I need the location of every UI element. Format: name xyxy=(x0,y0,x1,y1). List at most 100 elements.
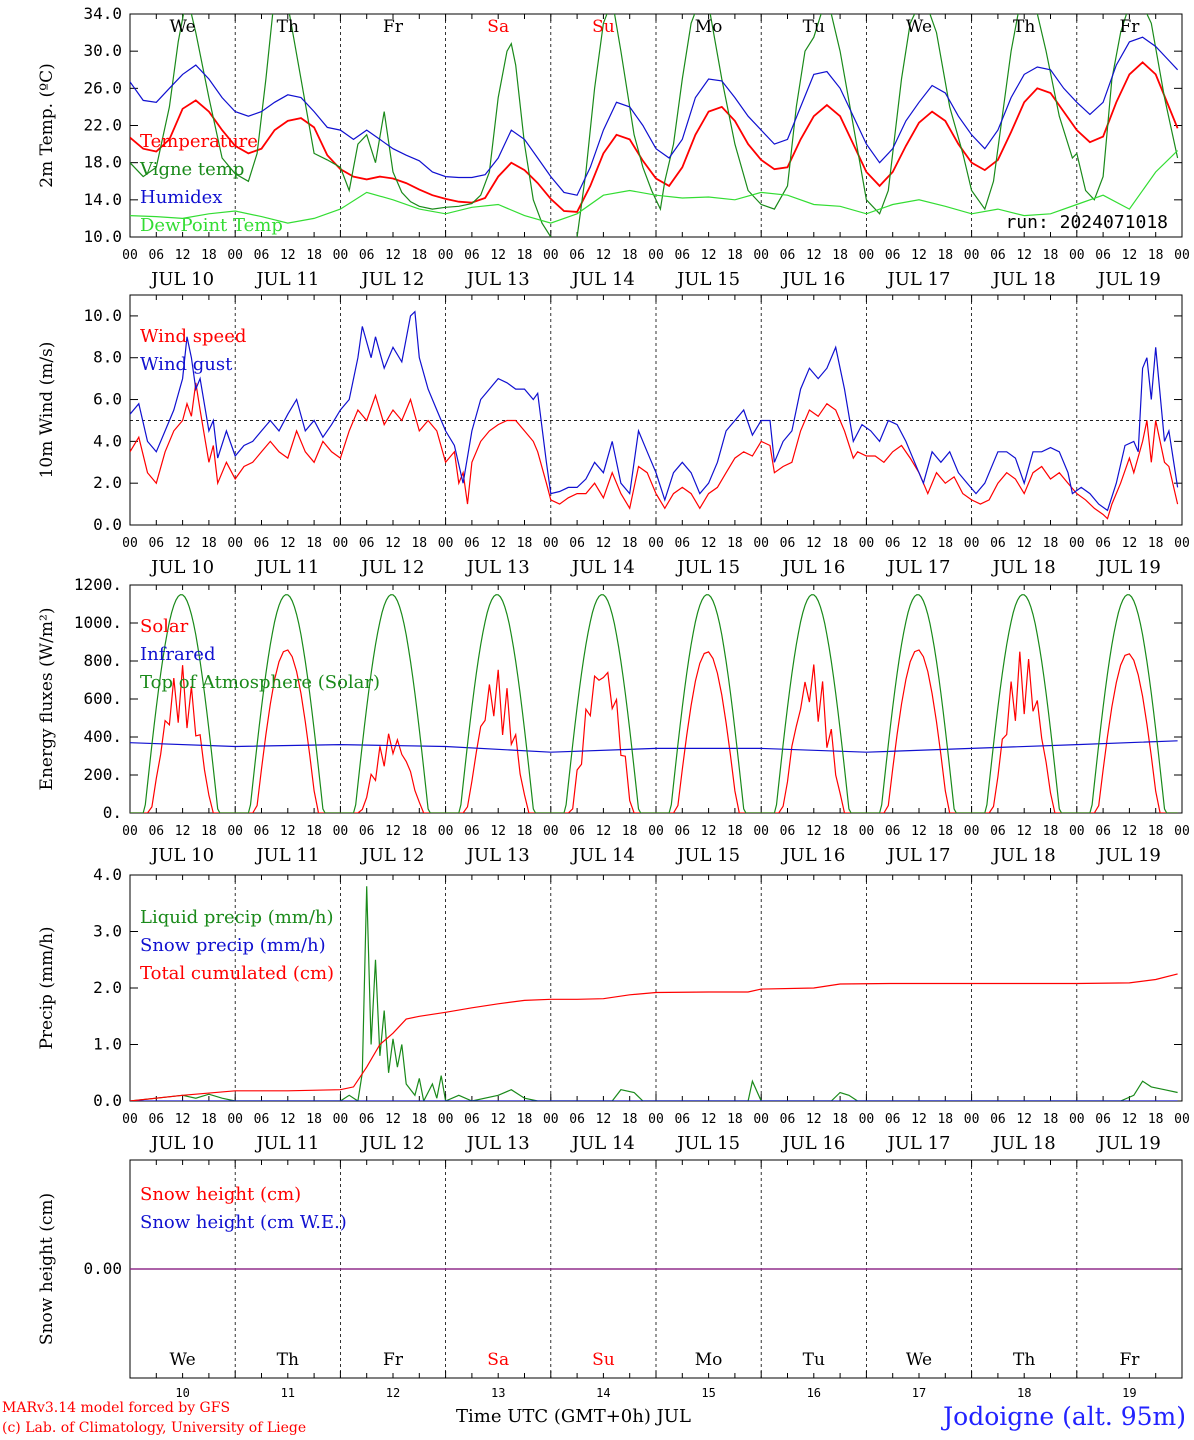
legend-entry: Snow precip (mm/h) xyxy=(140,935,326,956)
hour-tick-label: 00 xyxy=(964,824,980,839)
hour-tick-label: 18 xyxy=(832,248,848,263)
hour-tick-label: 06 xyxy=(569,1112,585,1127)
date-label: JUL 15 xyxy=(675,269,740,290)
hour-tick-label: 12 xyxy=(175,536,191,551)
hour-tick-label: 00 xyxy=(753,824,769,839)
hour-tick-label: 00 xyxy=(122,536,138,551)
hour-tick-label: 12 xyxy=(806,1112,822,1127)
hour-tick-label: 00 xyxy=(1069,536,1085,551)
hour-tick-label: 18 xyxy=(622,536,638,551)
hour-tick-label: 12 xyxy=(175,248,191,263)
hour-tick-label: 06 xyxy=(464,248,480,263)
hour-tick-label: 06 xyxy=(254,248,270,263)
hour-tick-label: 06 xyxy=(569,248,585,263)
day-name-label: We xyxy=(170,1350,196,1370)
hour-tick-label: 12 xyxy=(385,1112,401,1127)
hour-tick-label: 00 xyxy=(122,824,138,839)
day-name-label: Tu xyxy=(803,1350,825,1370)
hour-tick-label: 12 xyxy=(280,1112,296,1127)
panel-1: 10.0 14.0 18.0 22.0 26.0 30.0 34.0 2m Temp. (ºC… xyxy=(37,4,1190,290)
hour-tick-label: 12 xyxy=(385,824,401,839)
day-name-label: Th xyxy=(1013,1350,1035,1370)
hour-tick-label: 00 xyxy=(753,536,769,551)
legend-entry: Top of Atmosphere (Solar) xyxy=(140,672,380,693)
hour-tick-label: 06 xyxy=(569,824,585,839)
hour-tick-label: 18 xyxy=(411,536,427,551)
hour-tick-label: 18 xyxy=(201,1112,217,1127)
day-name-label: Sa xyxy=(487,17,509,37)
hour-tick-label: 12 xyxy=(806,536,822,551)
hour-tick-label: 12 xyxy=(701,1112,717,1127)
hour-tick-label: 18 xyxy=(306,536,322,551)
hour-tick-label: 18 xyxy=(727,824,743,839)
hour-tick-label: 18 xyxy=(832,536,848,551)
date-label: JUL 16 xyxy=(780,269,845,290)
series-line-solar xyxy=(130,649,1178,813)
hour-tick-label: 12 xyxy=(1122,1112,1138,1127)
date-label: JUL 16 xyxy=(780,1133,845,1154)
y-tick-label: 600. xyxy=(83,689,122,708)
y-axis-title: Precip (mm/h) xyxy=(37,926,57,1049)
hour-tick-label: 06 xyxy=(359,1112,375,1127)
series-line-infrared xyxy=(130,740,1178,753)
hour-tick-label: 00 xyxy=(438,248,454,263)
hour-tick-label: 00 xyxy=(859,1112,875,1127)
legend-entry: Solar xyxy=(140,616,189,637)
hour-tick-label: 18 xyxy=(1043,536,1059,551)
series-group xyxy=(130,886,1178,1101)
y-axis-title: 10m Wind (m/s) xyxy=(37,342,57,479)
y-tick-label: 0.0 xyxy=(93,515,122,534)
hour-tick-label: 18 xyxy=(306,1112,322,1127)
hour-tick-label: 12 xyxy=(911,536,927,551)
hour-tick-label: 06 xyxy=(780,824,796,839)
hour-tick-label: 00 xyxy=(543,248,559,263)
hour-tick-label: 12 xyxy=(280,248,296,263)
y-tick-label: 4.0 xyxy=(93,865,122,884)
date-label: JUL 13 xyxy=(465,557,530,578)
date-label: JUL 19 xyxy=(1096,845,1161,866)
hour-tick-label: 06 xyxy=(885,824,901,839)
hour-tick-label: 18 xyxy=(832,824,848,839)
legend-entry: Vigne temp xyxy=(139,159,244,180)
hour-tick-label: 00 xyxy=(753,1112,769,1127)
date-label: JUL 13 xyxy=(465,845,530,866)
day-name-label: Fr xyxy=(383,1350,404,1370)
y-tick-label: 0.0 xyxy=(93,1091,122,1110)
hour-tick-label: 06 xyxy=(990,248,1006,263)
series-line-humidex xyxy=(130,36,1179,196)
day-number-label: 11 xyxy=(281,1386,295,1400)
hour-tick-label: 12 xyxy=(280,824,296,839)
hour-tick-label: 12 xyxy=(701,824,717,839)
day-name-label: We xyxy=(906,1350,932,1370)
hour-tick-label: 06 xyxy=(674,248,690,263)
hour-tick-label: 12 xyxy=(175,824,191,839)
day-name-label: Mo xyxy=(695,1350,723,1370)
hour-tick-label: 06 xyxy=(990,536,1006,551)
date-label: JUL 19 xyxy=(1096,1133,1161,1154)
y-tick-label: 26.0 xyxy=(83,78,122,97)
day-number-label: 17 xyxy=(912,1386,926,1400)
hour-tick-label: 06 xyxy=(674,1112,690,1127)
y-tick-label: 10.0 xyxy=(83,306,122,325)
legend-entry: Wind speed xyxy=(140,326,246,347)
hour-tick-label: 12 xyxy=(911,824,927,839)
hour-tick-label: 12 xyxy=(1016,1112,1032,1127)
date-label: JUL 17 xyxy=(886,1133,951,1154)
hour-tick-label: 00 xyxy=(227,536,243,551)
hour-tick-label: 12 xyxy=(806,248,822,263)
date-label: JUL 18 xyxy=(991,845,1056,866)
hour-tick-label: 06 xyxy=(780,248,796,263)
plot-frame xyxy=(129,13,1183,238)
hour-tick-label: 00 xyxy=(543,536,559,551)
y-tick-label: 1.0 xyxy=(93,1035,122,1054)
hour-tick-label: 06 xyxy=(990,1112,1006,1127)
hour-tick-label: 12 xyxy=(701,536,717,551)
hour-tick-label: 12 xyxy=(490,536,506,551)
hour-tick-label: 18 xyxy=(727,536,743,551)
day-name-label: Th xyxy=(1013,17,1035,37)
date-label: JUL 15 xyxy=(675,557,740,578)
hour-tick-label: 06 xyxy=(148,824,164,839)
date-label: JUL 19 xyxy=(1096,269,1161,290)
day-name-label: We xyxy=(170,17,196,37)
y-tick-label: 3.0 xyxy=(93,922,122,941)
